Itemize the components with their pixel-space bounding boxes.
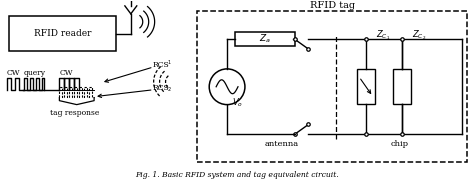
Text: $Z_a$: $Z_a$ bbox=[259, 33, 271, 45]
Text: $Z_{C_2}$: $Z_{C_2}$ bbox=[411, 28, 426, 42]
Text: tag response: tag response bbox=[50, 109, 100, 117]
Text: CW: CW bbox=[7, 69, 20, 77]
Bar bbox=[197, 11, 467, 162]
Text: $V_o$: $V_o$ bbox=[232, 97, 243, 109]
Bar bbox=[9, 16, 116, 51]
Text: RCS: RCS bbox=[153, 61, 169, 69]
Text: query: query bbox=[24, 69, 46, 77]
Text: $Z_{C_1}$: $Z_{C_1}$ bbox=[376, 28, 390, 42]
Text: RFID reader: RFID reader bbox=[34, 29, 91, 38]
Text: CW: CW bbox=[59, 69, 73, 77]
Text: $_2$: $_2$ bbox=[166, 86, 171, 94]
Text: antenna: antenna bbox=[264, 140, 299, 148]
Text: Fig. 1. Basic RFID system and tag equivalent circuit.: Fig. 1. Basic RFID system and tag equiva… bbox=[135, 171, 339, 179]
Text: RFID tag: RFID tag bbox=[310, 1, 355, 10]
Text: chip: chip bbox=[390, 140, 408, 148]
Text: RCS: RCS bbox=[153, 84, 169, 92]
Text: $_1$: $_1$ bbox=[166, 59, 171, 67]
Bar bbox=[393, 69, 410, 104]
Bar bbox=[235, 32, 294, 46]
Bar bbox=[357, 69, 375, 104]
